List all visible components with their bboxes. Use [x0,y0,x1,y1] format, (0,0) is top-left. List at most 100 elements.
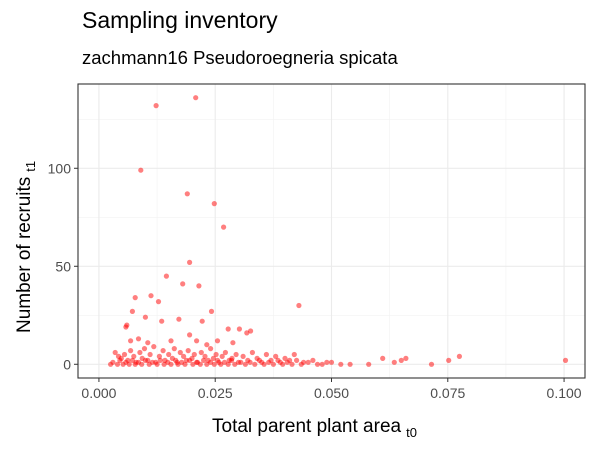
data-point [149,359,155,365]
data-point [249,349,255,356]
data-point [275,357,281,363]
data-point [314,361,321,367]
data-point [403,355,409,361]
data-point [199,318,205,324]
y-tick-label: 50 [55,258,71,274]
data-point [151,344,157,350]
x-axis-label-subscript: t0 [406,425,417,440]
data-point [294,357,300,363]
x-tick-label: 0.000 [81,385,116,401]
data-point [191,351,197,358]
data-point [184,191,190,197]
data-point [202,353,208,359]
data-point [160,348,166,354]
data-point [197,361,203,367]
y-tick-label: 0 [63,356,71,372]
data-point [222,349,228,356]
data-point [242,361,248,367]
data-point [138,167,144,173]
data-point [366,361,372,367]
data-point [338,361,344,367]
data-point [225,361,231,367]
data-point [284,359,290,365]
data-point [168,361,174,367]
x-tick-label: 0.050 [314,385,349,401]
data-point [148,293,154,299]
y-axis-label: Number of recruits t1 [14,161,38,333]
data-point [211,201,217,207]
data-points [108,95,569,367]
y-axis-label-text: Number of recruits [14,177,35,333]
data-point [214,338,221,344]
data-point [166,351,172,358]
data-point [168,338,174,344]
data-point [163,273,169,279]
data-point [155,299,162,305]
data-point [181,353,187,359]
data-point [305,359,311,365]
data-point [110,359,116,365]
data-point [187,357,193,363]
data-point [139,361,145,367]
data-point [219,353,225,359]
data-point [187,259,193,265]
data-point [132,295,138,301]
data-point [187,332,193,338]
data-point [232,361,238,367]
x-tick-label: 0.025 [198,385,233,401]
data-point [328,359,335,365]
data-point [214,357,221,363]
data-point [128,338,134,344]
data-point [177,349,183,356]
chart-subtitle: zachmann16 Pseudoroegneria spicata [82,47,398,68]
data-point [142,314,148,320]
data-point [428,361,435,367]
data-point [210,355,216,361]
data-point [153,103,159,109]
data-point [211,361,217,367]
data-point [213,351,219,358]
chart-title: Sampling inventory [82,7,278,33]
y-tick-label: 100 [48,160,72,176]
data-point [228,357,235,363]
data-point [319,361,325,367]
data-point [289,361,295,367]
data-point [562,357,569,363]
data-point [380,355,386,361]
data-point [391,359,397,365]
data-point [171,346,177,352]
data-point [196,283,202,289]
data-point [291,351,297,358]
data-point [194,338,200,344]
data-point [324,359,330,365]
data-point [156,353,162,359]
data-point [128,348,134,354]
data-point [282,355,288,361]
data-point [266,359,272,365]
data-point [236,326,242,332]
data-point [221,224,227,230]
data-point [347,361,353,367]
x-tick-label: 0.075 [430,385,465,401]
data-point [126,361,132,367]
data-point [176,316,182,322]
data-point [248,328,254,334]
data-point [129,357,135,363]
data-point [446,357,452,363]
data-point [247,359,253,365]
data-point [298,361,304,367]
data-point [185,348,191,354]
data-point [173,357,179,363]
data-point [193,95,199,101]
plot-panel [78,84,585,378]
data-point [261,361,267,367]
data-point [252,361,258,367]
data-point [230,340,236,346]
data-point [296,302,302,309]
data-point [131,353,137,359]
data-point [310,357,316,363]
data-point [398,357,404,363]
data-point [145,340,151,346]
y-axis-label-subscript: t1 [23,161,38,172]
